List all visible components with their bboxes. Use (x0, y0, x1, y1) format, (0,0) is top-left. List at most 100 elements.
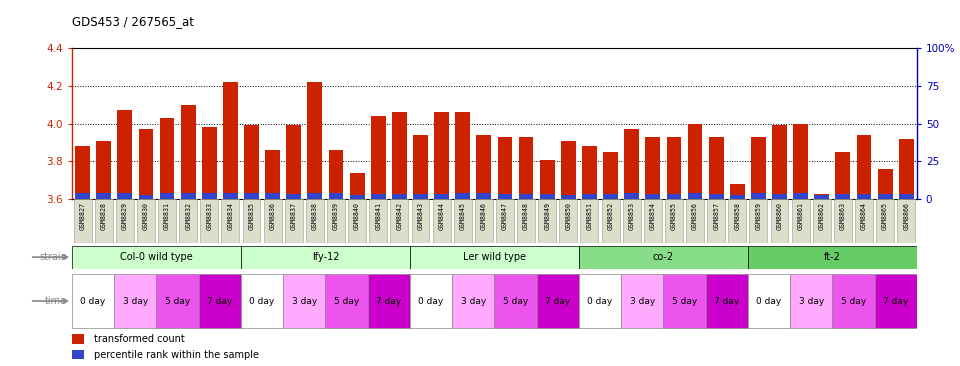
Text: GSM8842: GSM8842 (396, 202, 402, 230)
Bar (328, 150, 344, 199)
FancyBboxPatch shape (790, 274, 832, 328)
Bar (730, 195, 745, 199)
Bar (286, 194, 301, 199)
Text: 5 day: 5 day (165, 296, 190, 306)
FancyBboxPatch shape (748, 274, 790, 328)
Text: 5 day: 5 day (334, 296, 359, 306)
Bar (413, 194, 428, 199)
Bar (180, 193, 196, 199)
Bar (856, 135, 872, 199)
Bar (96, 193, 111, 199)
Text: GSM8837: GSM8837 (291, 202, 297, 230)
Text: GSM8858: GSM8858 (734, 202, 740, 230)
Bar (603, 194, 618, 199)
Text: GSM8866: GSM8866 (903, 202, 909, 230)
Bar (772, 194, 787, 199)
Bar (751, 193, 766, 199)
FancyBboxPatch shape (391, 199, 408, 243)
Bar (244, 126, 259, 199)
FancyBboxPatch shape (623, 199, 640, 243)
Text: GSM8836: GSM8836 (270, 202, 276, 230)
FancyBboxPatch shape (517, 199, 535, 243)
FancyBboxPatch shape (537, 274, 579, 328)
Bar (835, 152, 851, 199)
FancyBboxPatch shape (855, 199, 873, 243)
Bar (159, 118, 175, 199)
Text: GSM8863: GSM8863 (840, 202, 846, 230)
FancyBboxPatch shape (285, 199, 302, 243)
FancyBboxPatch shape (201, 199, 218, 243)
Text: 7 day: 7 day (883, 296, 908, 306)
Text: 7 day: 7 day (714, 296, 739, 306)
FancyBboxPatch shape (95, 199, 112, 243)
Bar (328, 193, 344, 199)
Bar (518, 137, 534, 199)
Text: 3 day: 3 day (799, 296, 824, 306)
Bar (202, 127, 217, 199)
FancyBboxPatch shape (222, 199, 239, 243)
FancyBboxPatch shape (475, 199, 492, 243)
Bar (180, 105, 196, 199)
FancyBboxPatch shape (368, 274, 410, 328)
FancyBboxPatch shape (410, 274, 452, 328)
FancyBboxPatch shape (792, 199, 809, 243)
Bar (455, 112, 470, 199)
FancyBboxPatch shape (370, 199, 387, 243)
Bar (814, 194, 829, 199)
Bar (751, 137, 766, 199)
Text: Ler wild type: Ler wild type (463, 252, 526, 262)
FancyBboxPatch shape (706, 274, 748, 328)
FancyBboxPatch shape (241, 246, 410, 269)
Text: 3 day: 3 day (123, 296, 148, 306)
FancyBboxPatch shape (306, 199, 324, 243)
Bar (877, 194, 893, 199)
FancyBboxPatch shape (433, 199, 450, 243)
Text: GSM8848: GSM8848 (523, 202, 529, 230)
Text: 5 day: 5 day (503, 296, 528, 306)
Bar (476, 135, 492, 199)
Bar (814, 195, 829, 199)
Text: GSM8846: GSM8846 (481, 202, 487, 230)
Bar (371, 194, 386, 199)
Bar (434, 112, 449, 199)
FancyBboxPatch shape (579, 246, 748, 269)
Bar (476, 193, 492, 199)
Bar (413, 135, 428, 199)
Text: GSM8855: GSM8855 (671, 202, 677, 230)
FancyBboxPatch shape (644, 199, 661, 243)
FancyBboxPatch shape (158, 199, 176, 243)
Text: 3 day: 3 day (461, 296, 486, 306)
Bar (687, 193, 703, 199)
Text: 0 day: 0 day (250, 296, 275, 306)
Bar (666, 137, 682, 199)
Bar (96, 141, 111, 199)
Bar (392, 112, 407, 199)
Text: GSM8832: GSM8832 (185, 202, 191, 230)
Text: percentile rank within the sample: percentile rank within the sample (93, 350, 258, 359)
FancyBboxPatch shape (494, 274, 537, 328)
Text: Col-0 wild type: Col-0 wild type (120, 252, 193, 262)
FancyBboxPatch shape (813, 199, 830, 243)
FancyBboxPatch shape (729, 199, 746, 243)
Text: GSM8843: GSM8843 (418, 202, 423, 230)
Bar (772, 126, 787, 199)
Text: 7 day: 7 day (207, 296, 232, 306)
Bar (371, 116, 386, 199)
Text: 5 day: 5 day (841, 296, 866, 306)
FancyBboxPatch shape (581, 199, 598, 243)
FancyBboxPatch shape (325, 274, 368, 328)
Text: lfy-12: lfy-12 (312, 252, 339, 262)
Text: GSM8861: GSM8861 (798, 202, 804, 230)
Bar (666, 194, 682, 199)
FancyBboxPatch shape (180, 199, 197, 243)
Bar (645, 137, 660, 199)
Bar (349, 173, 365, 199)
Bar (434, 194, 449, 199)
Text: GSM8847: GSM8847 (502, 202, 508, 230)
FancyBboxPatch shape (708, 199, 725, 243)
Text: GSM8838: GSM8838 (312, 202, 318, 230)
Bar (117, 110, 132, 199)
FancyBboxPatch shape (264, 199, 281, 243)
Bar (835, 194, 851, 199)
Bar (561, 141, 576, 199)
